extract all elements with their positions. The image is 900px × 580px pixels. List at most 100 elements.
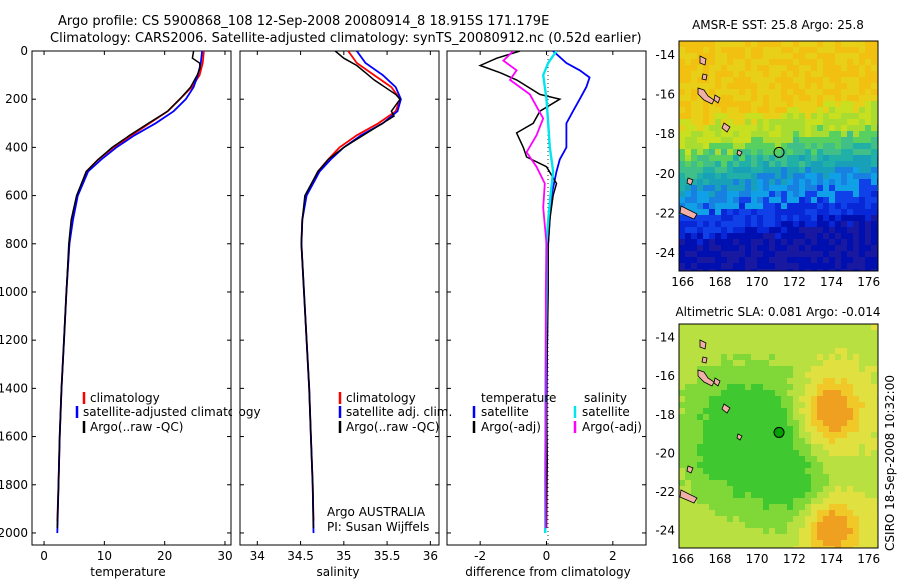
map-cell	[691, 143, 698, 150]
map-cell	[859, 245, 866, 252]
map-cell	[715, 528, 722, 535]
map-cell	[769, 179, 776, 186]
map-cell	[745, 420, 752, 427]
legend-label-argo: Argo(..raw -QC)	[90, 420, 183, 434]
map-cell	[775, 131, 782, 138]
map-cell	[751, 426, 758, 433]
map-cell	[811, 167, 818, 174]
map-cell	[763, 77, 770, 84]
map-cell	[763, 336, 770, 343]
map-cell	[739, 342, 746, 349]
map-cell	[709, 426, 716, 433]
map-cell	[799, 396, 806, 403]
map-cell	[793, 486, 800, 493]
map-cell	[853, 450, 860, 457]
map-cell	[823, 161, 830, 168]
map-cell	[871, 161, 878, 168]
difference-temperature-legend: temperature satellite Argo(-adj)	[472, 391, 556, 434]
map-cell	[703, 173, 710, 180]
map-cell	[847, 354, 854, 361]
map-cell	[859, 77, 866, 84]
map-cell	[781, 432, 788, 439]
map-cell	[871, 257, 878, 264]
map-cell	[799, 131, 806, 138]
map-cell	[871, 143, 878, 150]
map-cell	[727, 534, 734, 541]
map-cell	[793, 342, 800, 349]
map-cell	[811, 239, 818, 246]
map-cell	[847, 197, 854, 204]
temperature-ytick-label: 2000	[0, 526, 28, 540]
map-cell	[805, 468, 812, 475]
map-cell	[865, 354, 872, 361]
map-cell	[697, 215, 704, 222]
map-cell	[835, 113, 842, 120]
sla_map-xtick-label: 172	[783, 552, 806, 566]
map-cell	[871, 227, 878, 234]
map-cell	[835, 119, 842, 126]
map-cell	[835, 77, 842, 84]
map-cell	[691, 528, 698, 535]
sla_map-xtick-label: 174	[820, 552, 843, 566]
map-cell	[709, 215, 716, 222]
map-cell	[775, 330, 782, 337]
map-cell	[721, 462, 728, 469]
map-cell	[763, 59, 770, 66]
map-cell	[811, 408, 818, 415]
map-cell	[685, 191, 692, 198]
map-cell	[775, 263, 782, 270]
map-cell	[811, 366, 818, 373]
map-cell	[823, 77, 830, 84]
map-cell	[739, 89, 746, 96]
map-cell	[793, 426, 800, 433]
temperature-ytick-label: 1800	[0, 478, 28, 492]
map-cell	[751, 59, 758, 66]
map-cell	[775, 396, 782, 403]
map-cell	[691, 47, 698, 54]
map-cell	[745, 119, 752, 126]
map-cell	[817, 59, 824, 66]
map-cell	[757, 378, 764, 385]
map-cell	[799, 59, 806, 66]
map-cell	[775, 348, 782, 355]
map-cell	[853, 402, 860, 409]
map-cell	[799, 227, 806, 234]
map-cell	[697, 227, 704, 234]
map-cell	[829, 354, 836, 361]
map-cell	[769, 173, 776, 180]
map-cell	[811, 227, 818, 234]
map-cell	[739, 426, 746, 433]
map-cell	[805, 486, 812, 493]
island	[721, 122, 731, 133]
map-cell	[847, 516, 854, 523]
map-cell	[817, 366, 824, 373]
map-cell	[715, 167, 722, 174]
map-cell	[739, 462, 746, 469]
map-cell	[841, 390, 848, 397]
map-cell	[679, 420, 686, 427]
map-cell	[745, 101, 752, 108]
map-cell	[763, 546, 770, 548]
map-cell	[859, 209, 866, 216]
map-cell	[751, 348, 758, 355]
map-cell	[823, 384, 830, 391]
map-cell	[745, 143, 752, 150]
map-cell	[841, 528, 848, 535]
map-cell	[859, 474, 866, 481]
map-cell	[829, 95, 836, 102]
map-cell	[853, 396, 860, 403]
map-cell	[745, 534, 752, 541]
map-cell	[697, 41, 704, 48]
map-cell	[793, 113, 800, 120]
map-cell	[865, 444, 872, 451]
temperature-ytick-label: 1000	[0, 285, 28, 299]
annotation-argo-australia: Argo AUSTRALIA	[327, 505, 426, 519]
map-cell	[763, 528, 770, 535]
map-cell	[847, 492, 854, 499]
map-cell	[793, 221, 800, 228]
map-cell	[757, 161, 764, 168]
map-cell	[751, 378, 758, 385]
map-cell	[751, 372, 758, 379]
map-cell	[853, 348, 860, 355]
map-cell	[775, 420, 782, 427]
